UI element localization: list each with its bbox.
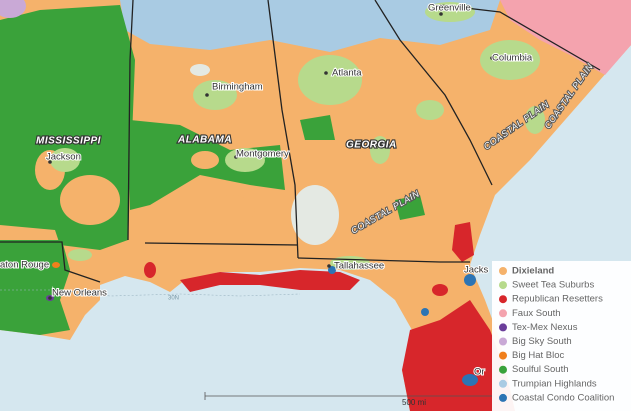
city-dot [48,296,52,300]
region [52,262,60,268]
city-dots [48,12,494,300]
legend-swatch [499,281,507,290]
region [60,175,120,225]
region [205,195,255,225]
region [225,148,265,172]
region [68,249,92,261]
region [480,40,540,80]
region [395,195,425,220]
border-al-ga [267,0,299,259]
city-label: Columbia [492,53,533,64]
region [0,0,26,18]
city-label: Tallahassee [334,261,384,272]
region [298,55,362,105]
region [180,270,360,292]
region [370,136,390,164]
city-label: Jackson [46,152,81,163]
city-label: Montgomery [236,149,289,160]
city-label: New Orleans [52,288,107,299]
sparse-area [190,64,210,76]
legend-label: Coastal Condo Coalition [512,392,614,403]
region [525,106,545,134]
border-la-ms [0,241,101,283]
legend-swatch [499,393,507,402]
legend-swatch [499,365,507,374]
region [144,262,156,278]
legend-label: Big Sky South [512,336,572,347]
scale-label: 500 mi [402,398,426,407]
border-ga-sc [374,0,493,186]
legend-label: Republican Resetters [512,294,603,305]
border-nc-sc [439,4,601,71]
city-dot [205,93,209,97]
legend-swatch [499,295,507,304]
graticule-label: 30N [168,296,179,302]
region [500,0,631,75]
city-dot [48,160,52,164]
region [300,115,335,140]
legend-label: Sweet Tea Suburbs [512,280,594,291]
city-dot [327,264,331,268]
border-al-fl [144,242,299,246]
legend-swatch [499,323,507,332]
state-borders [0,0,601,283]
graticule-line [0,289,301,297]
legend-label: Soulful South [512,364,569,375]
region [462,374,478,386]
region [452,222,474,262]
legend-swatch [499,267,507,275]
border-ga-fl [297,257,470,263]
city-label: Or [474,367,485,378]
legend: Dixieland Sweet Tea Suburbs Republican Res… [499,266,614,403]
legend-label: Trumpian Highlands [512,378,597,389]
city-label: Atlanta [332,68,362,79]
city-dot [490,56,494,60]
region [120,0,500,52]
legend-label: Dixieland [512,266,554,277]
state-label: ALABAMA [177,135,232,146]
border-ms-al [127,0,134,241]
region [432,284,448,296]
legend-label: Faux South [512,308,561,319]
region [402,300,515,411]
state-label: GEORGIA [346,140,397,151]
state-label: MISSISSIPPI [36,136,101,147]
region [421,308,429,316]
city-label: Jacks [464,265,489,276]
legend-swatch [499,337,507,346]
region [328,266,336,274]
city-dot [324,71,328,75]
legend-label: Tex-Mex Nexus [512,322,578,333]
region [193,80,237,110]
legend-swatch [499,351,507,360]
sparse-area [291,185,339,245]
legend-box [492,261,631,411]
city-label: aton Rouge [0,260,49,271]
city-label: Birmingham [212,82,263,93]
city-label: Greenville [428,3,471,14]
city-dot [234,155,238,159]
legend-swatch [499,379,507,388]
region [464,274,476,286]
city-dot [439,12,443,16]
region [50,148,80,172]
region [416,100,444,120]
legend-swatch [499,309,507,318]
region [191,151,219,169]
legend-label: Big Hat Bloc [512,350,565,361]
